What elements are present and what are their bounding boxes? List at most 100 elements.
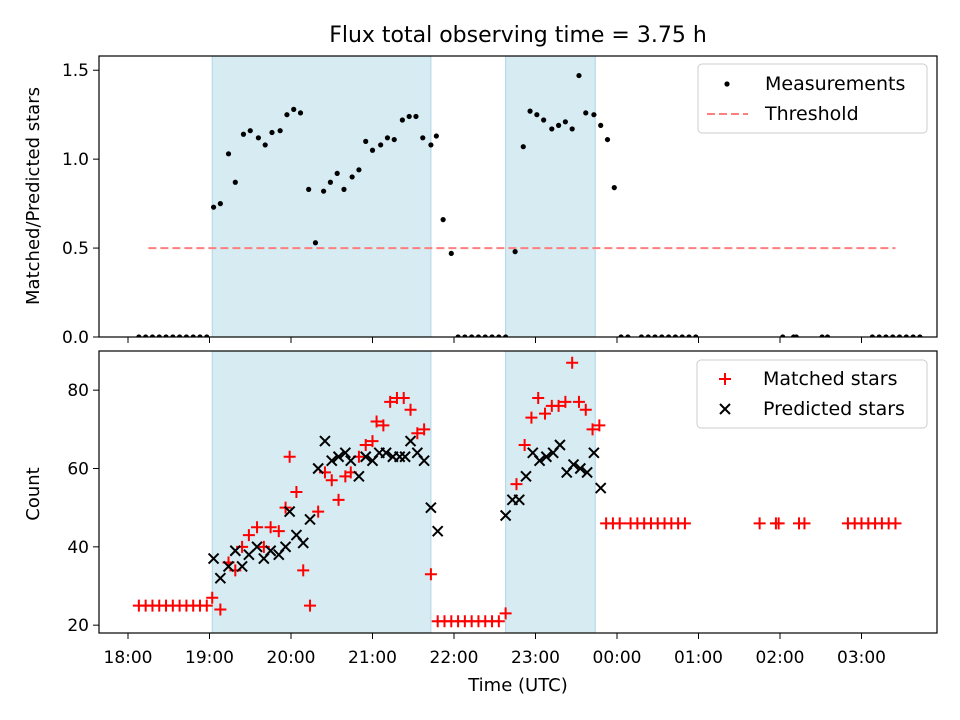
predicted-star-point [229, 545, 242, 557]
predicted-star-point [207, 552, 220, 565]
measurement-point [693, 334, 699, 337]
x-tick-label: 03:00 [837, 648, 886, 668]
legend-matched-marker [719, 373, 731, 385]
measurement-point [143, 334, 149, 337]
measurement-point [433, 133, 439, 139]
matched-star-point [572, 395, 585, 408]
measurement-point [659, 334, 665, 337]
predicted-star-point [283, 505, 296, 518]
predicted-star-point [554, 439, 566, 451]
predicted-star-point [540, 451, 553, 463]
matched-star-point [613, 517, 626, 530]
measurement-point [428, 142, 434, 148]
matched-star-point [678, 517, 691, 530]
measurement-point [297, 110, 304, 116]
ratio-legend: Measurements Threshold [697, 63, 928, 134]
predicted-star-point [326, 454, 338, 467]
measurement-point [896, 334, 903, 337]
measurement-point [183, 334, 190, 337]
measurement-point [576, 72, 582, 79]
measurement-point [341, 186, 347, 192]
y-tick-label: 1.0 [62, 150, 89, 170]
measurement-point [666, 334, 672, 337]
predicted-star-point [353, 470, 365, 483]
measurement-point [177, 334, 183, 337]
measurement-point [262, 142, 268, 148]
predicted-star-point [520, 470, 532, 483]
matched-star-point [772, 517, 785, 530]
legend-matched-label: Matched stars [763, 368, 897, 390]
matched-star-point [586, 423, 599, 436]
predicted-star-point [567, 458, 580, 471]
measurement-point [312, 240, 319, 246]
x-tick-label: 18:00 [104, 648, 153, 668]
x-tick-label: 22:00 [430, 648, 479, 668]
x-tick-label: 20:00 [267, 648, 316, 668]
predicted-star-point [251, 541, 263, 553]
predicted-star-point [399, 451, 411, 463]
measurement-point [269, 129, 275, 136]
predicted-star-point [214, 572, 227, 584]
plot-frame [98, 350, 938, 634]
measurement-point [156, 334, 162, 337]
x-tick-label: 19:00 [185, 648, 234, 668]
observing-span-0 [211, 55, 432, 338]
measurement-point [890, 334, 896, 337]
measurement-point [363, 138, 369, 144]
measurement-point [399, 117, 405, 123]
predicted-star-point [297, 537, 309, 549]
measurement-point [583, 110, 589, 116]
y-tick-label: 0.0 [62, 328, 89, 348]
measurement-point [420, 135, 426, 141]
matched-star-point [889, 517, 902, 530]
matched-star-point [411, 427, 424, 440]
legend-threshold-label: Threshold [764, 103, 859, 125]
measurement-point [591, 112, 597, 118]
measurement-point [306, 186, 312, 192]
series-markers [132, 356, 902, 628]
measurement-point [883, 334, 889, 337]
measurement-point [638, 334, 645, 337]
measurement-point [645, 334, 651, 337]
measurement-point [391, 136, 397, 143]
measurement-point [598, 122, 604, 128]
measurement-point [793, 334, 799, 337]
matched-star-point [312, 505, 325, 518]
measurement-point [534, 112, 540, 118]
measurement-point [210, 204, 217, 210]
predicted-star-point [533, 454, 546, 467]
predicted-star-point [431, 525, 444, 537]
matched-star-point [297, 564, 310, 577]
matched-star-point [539, 407, 552, 420]
measurement-point [204, 334, 210, 337]
measurement-point [541, 117, 547, 123]
predicted-star-point [264, 545, 277, 557]
predicted-star-point [574, 462, 587, 475]
measurement-point [819, 334, 825, 337]
matched-star-point [251, 521, 264, 534]
measurement-point [482, 334, 488, 337]
measurement-point [163, 334, 169, 337]
matched-star-point [518, 439, 531, 451]
predicted-star-point [312, 462, 324, 475]
measurement-point [190, 334, 196, 337]
x-tick-label: 23:00 [511, 648, 560, 668]
measurement-point [569, 126, 575, 132]
measurement-point [475, 334, 482, 337]
plot-frame [98, 55, 938, 338]
measurement-point [440, 217, 446, 223]
measurement-point [462, 334, 468, 337]
matched-star-point [579, 403, 592, 416]
measurement-point [334, 170, 340, 176]
matched-star-point [404, 403, 417, 416]
count-panel: 20 40 60 80 18:00 19:00 20:00 21:00 22:00 23:00 00… [67, 350, 938, 668]
observing-span-1 [505, 55, 596, 338]
predicted-star-point [345, 454, 357, 467]
measurement-point [136, 334, 142, 337]
predicted-star-point [236, 560, 248, 573]
y-tick-label: 40 [67, 538, 89, 558]
predicted-star-point [279, 541, 292, 553]
matched-star-point [332, 493, 345, 506]
measurement-point [496, 334, 502, 337]
predicted-star-point [404, 435, 417, 447]
